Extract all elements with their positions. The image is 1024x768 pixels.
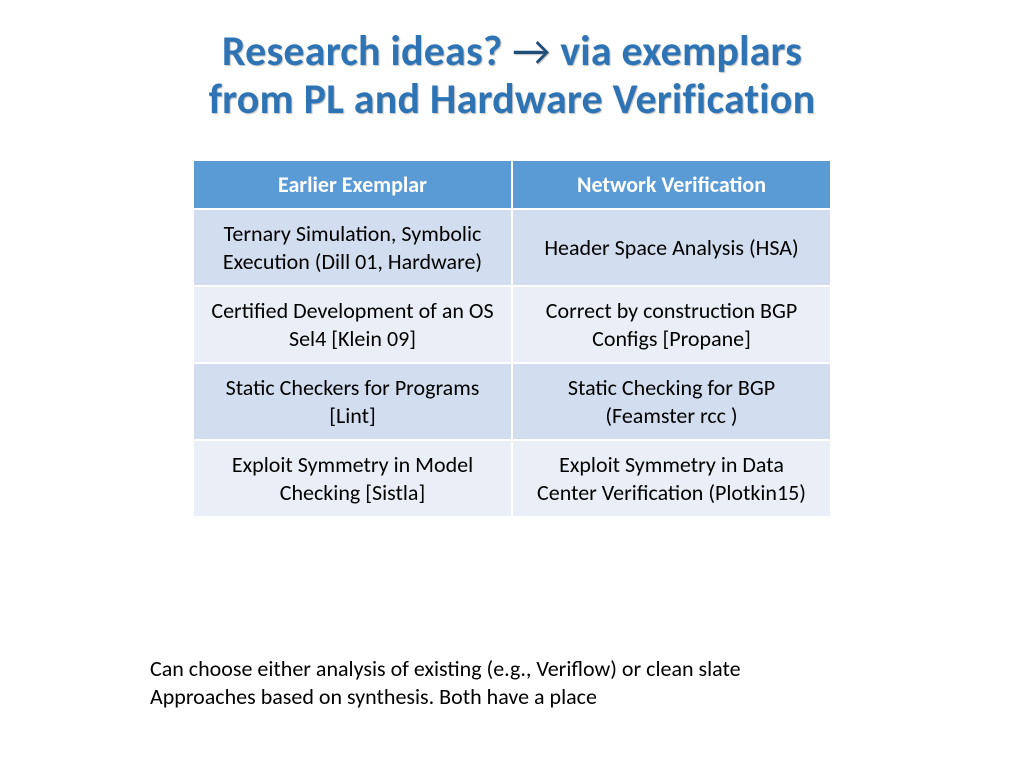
footnote-line1: Can choose either analysis of existing (…: [150, 655, 910, 684]
slide: Research ideas? → via exemplars from PL …: [0, 0, 1024, 768]
cell: Static Checkers for Programs [Lint]: [193, 363, 512, 440]
title-line2: from PL and Hardware Verification: [60, 76, 964, 124]
title-part1: Research ideas?: [222, 26, 503, 77]
cell: Header Space Analysis (HSA): [512, 209, 831, 286]
table-header-row: Earlier Exemplar Network Verification: [193, 160, 831, 210]
cell: Exploit Symmetry in Data Center Verifica…: [512, 440, 831, 517]
cell: Correct by construction BGP Configs [Pro…: [512, 286, 831, 363]
table-row: Exploit Symmetry in Model Checking [Sist…: [193, 440, 831, 517]
table-row: Static Checkers for Programs [Lint] Stat…: [193, 363, 831, 440]
arrow-icon: →: [512, 28, 550, 76]
slide-title: Research ideas? → via exemplars from PL …: [60, 28, 964, 125]
cell: Ternary Simulation, Symbolic Execution (…: [193, 209, 512, 286]
table-body: Ternary Simulation, Symbolic Execution (…: [193, 209, 831, 517]
table-row: Certified Development of an OS Sel4 [Kle…: [193, 286, 831, 363]
cell: Certified Development of an OS Sel4 [Kle…: [193, 286, 512, 363]
table-row: Ternary Simulation, Symbolic Execution (…: [193, 209, 831, 286]
comparison-table: Earlier Exemplar Network Verification Te…: [192, 159, 832, 519]
comparison-table-wrap: Earlier Exemplar Network Verification Te…: [192, 159, 832, 519]
footnote-line2: Approaches based on synthesis. Both have…: [150, 683, 910, 712]
cell: Static Checking for BGP (Feamster rcc ): [512, 363, 831, 440]
footnote: Can choose either analysis of existing (…: [150, 655, 910, 712]
cell: Exploit Symmetry in Model Checking [Sist…: [193, 440, 512, 517]
title-part2: via exemplars: [560, 26, 802, 77]
col-header-earlier: Earlier Exemplar: [193, 160, 512, 210]
col-header-network: Network Verification: [512, 160, 831, 210]
